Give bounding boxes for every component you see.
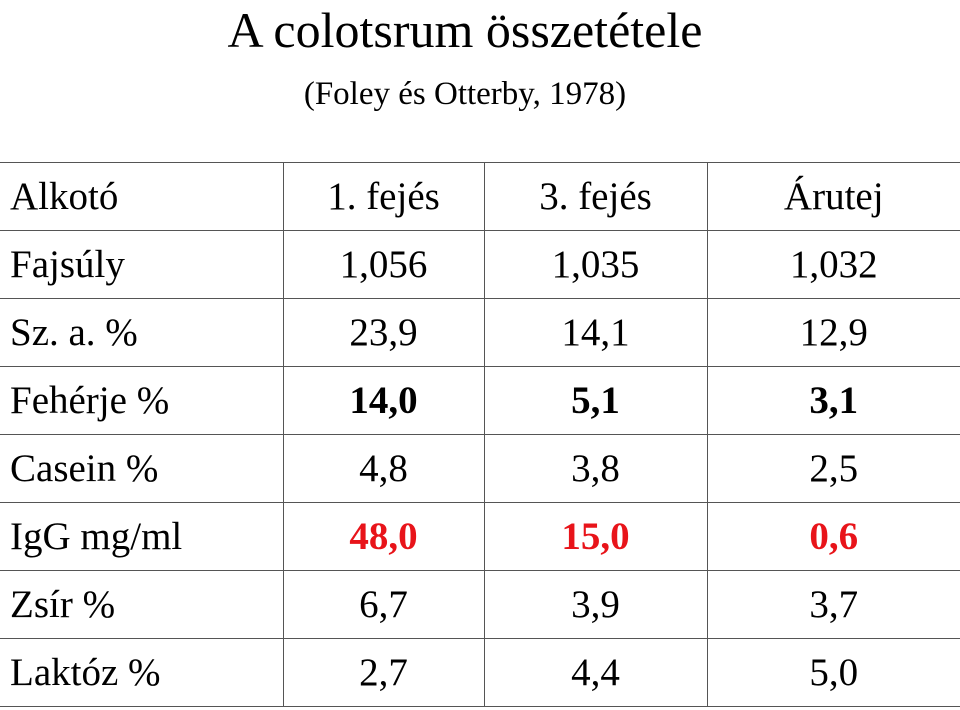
table-row: Laktóz % 2,7 4,4 5,0 [0,638,960,707]
cell: 2,7 [282,638,484,707]
table-row: IgG mg/ml 48,0 15,0 0,6 [0,502,960,571]
cell: 1. fejés [282,162,484,231]
subtitle: (Foley és Otterby, 1978) [303,76,627,112]
table-row: Alkotó 1. fejés 3. fejés Árutej [0,162,960,231]
row-label: Laktóz % [0,638,283,707]
table-row: Fajsúly 1,056 1,035 1,032 [0,230,960,299]
cell: 48,0 [282,502,484,571]
cell: 1,035 [483,230,707,299]
row-label: Fajsúly [0,230,283,299]
cell: 3,7 [706,570,960,639]
cell: 5,0 [706,638,960,707]
row-label: Zsír % [0,570,283,639]
table-row: Casein % 4,8 3,8 2,5 [0,434,960,503]
cell: 6,7 [282,570,484,639]
cell: 0,6 [706,502,960,571]
table-row: Zsír % 6,7 3,9 3,7 [0,570,960,639]
cell: 23,9 [282,298,484,367]
cell: 4,4 [483,638,707,707]
cell: 3,9 [483,570,707,639]
title: A colotsrum összetétele [227,2,703,58]
row-label: Casein % [0,434,283,503]
cell: 5,1 [483,366,707,435]
cell: 1,056 [282,230,484,299]
table-row: Fehérje % 14,0 5,1 3,1 [0,366,960,435]
cell: 15,0 [483,502,707,571]
cell: 14,1 [483,298,707,367]
row-label: IgG mg/ml [0,502,283,571]
cell: 2,5 [706,434,960,503]
cell: 3,1 [706,366,960,435]
cell: 4,8 [282,434,484,503]
cell: 3. fejés [483,162,707,231]
row-label: Sz. a. % [0,298,283,367]
table-row: Sz. a. % 23,9 14,1 12,9 [0,298,960,367]
cell: 3,8 [483,434,707,503]
cell: Árutej [706,162,960,231]
table: Alkotó 1. fejés 3. fejés Árutej Fajsúly 1,056… [0,162,960,707]
table-body: Alkotó 1. fejés 3. fejés Árutej Fajsúly 1,056… [0,162,960,707]
row-label: Alkotó [0,162,283,231]
cell: 1,032 [706,230,960,299]
cell: 12,9 [706,298,960,367]
cell: 14,0 [282,366,484,435]
row-label: Fehérje % [0,366,283,435]
